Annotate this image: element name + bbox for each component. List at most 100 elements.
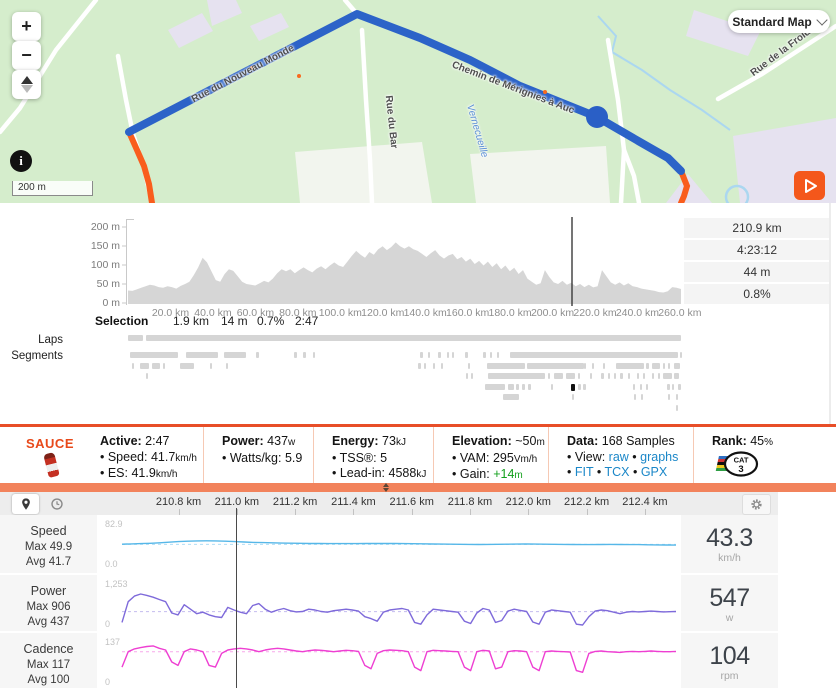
segment-bar[interactable] [551,383,553,390]
segment-bar[interactable] [490,352,492,358]
segment-bar[interactable] [634,394,636,400]
segment-bar[interactable] [667,383,670,390]
segment-bar[interactable] [566,373,575,379]
segment-bar[interactable] [465,352,468,358]
segment-bar[interactable] [497,352,499,358]
segment-bar[interactable] [672,383,674,390]
segment-bar[interactable] [510,352,678,358]
segment-bar[interactable] [130,352,178,358]
segment-bar[interactable] [583,383,586,390]
segment-bar[interactable] [678,383,681,390]
link-graphs[interactable]: graphs [640,449,679,464]
segment-bar[interactable] [303,352,306,358]
segment-bar[interactable] [163,362,165,369]
segment-bar[interactable] [628,373,630,379]
lap-bar[interactable] [128,335,143,341]
segment-bar[interactable] [680,352,682,358]
link-fit[interactable]: FIT [574,465,594,479]
time-mode-button[interactable] [43,494,70,514]
segment-bar[interactable] [614,373,616,379]
segment-bar[interactable] [646,383,648,390]
segment-bar[interactable] [548,373,550,379]
graph-settings-button[interactable] [742,494,771,515]
segment-bar[interactable] [313,352,315,358]
graph-sparkline[interactable]: 137 0 [97,633,681,688]
graph-sparkline[interactable]: 1,253 0 [97,575,681,633]
segment-bar[interactable] [652,362,660,369]
segment-bar[interactable] [652,373,654,379]
segment-bar[interactable] [452,352,454,358]
segment-bar[interactable] [420,352,423,358]
elevation-chart[interactable] [0,203,836,424]
playback-button[interactable] [794,171,825,200]
segment-bar[interactable] [210,362,212,369]
segment-bar[interactable] [674,373,679,379]
segment-bar[interactable] [516,383,519,390]
segment-bar[interactable] [441,362,443,369]
segment-bar[interactable] [146,373,148,379]
segment-bar[interactable] [592,362,594,369]
map-zoom-out-button[interactable]: − [12,41,41,70]
map-compass-button[interactable] [12,70,41,99]
segment-bar[interactable] [508,383,514,390]
segment-bar[interactable] [140,362,149,369]
segment-bar[interactable] [447,352,449,358]
segment-bar[interactable] [641,394,643,400]
segment-bar[interactable] [676,394,678,400]
segment-bar[interactable] [643,373,645,379]
segment-bar[interactable] [668,394,670,400]
segment-bar[interactable] [488,373,545,379]
segment-bar[interactable] [132,362,134,369]
segment-bar[interactable] [658,373,660,379]
segment-bar[interactable] [640,383,642,390]
segment-bar[interactable] [646,362,649,369]
link-gpx[interactable]: GPX [640,465,668,479]
route-map[interactable]: Rue du Nouveau Monde Chemin de Mérignies … [0,0,836,204]
segment-bar[interactable] [663,373,672,379]
map-zoom-in-button[interactable]: + [12,12,41,41]
segment-bar[interactable] [433,362,435,369]
segment-bar[interactable] [186,352,218,358]
segment-bar[interactable] [503,394,519,400]
segment-bar[interactable] [527,362,584,369]
segment-bar[interactable] [674,362,680,369]
segment-bar[interactable] [471,373,473,379]
segment-bar[interactable] [572,394,574,400]
segment-bar[interactable] [528,383,531,390]
segment-bar[interactable] [418,362,421,369]
segment-bar[interactable] [633,383,635,390]
segment-bar[interactable] [601,373,604,379]
lap-bar[interactable] [146,335,681,341]
link-tcx[interactable]: TCX [604,465,630,479]
panel-resize-handle[interactable] [0,483,836,492]
segment-bar[interactable] [578,383,581,390]
segment-bar[interactable] [256,352,259,358]
segment-bar[interactable] [485,383,505,390]
segment-bar[interactable] [603,362,605,369]
segment-bar[interactable] [294,352,297,358]
segment-bar[interactable] [226,362,228,369]
segment-bar[interactable] [663,362,665,369]
graph-sparkline[interactable]: 82.9 0.0 [97,515,681,573]
segment-bar[interactable] [668,362,670,369]
segment-bar[interactable] [487,362,525,369]
segment-bar[interactable] [522,383,525,390]
segment-bar[interactable] [483,352,486,358]
segment-bar[interactable] [468,362,470,369]
link-raw[interactable]: raw [608,449,629,464]
segment-bar[interactable] [608,373,610,379]
segment-bar[interactable] [676,404,678,411]
segment-bar[interactable] [424,362,426,369]
segment-bar[interactable] [637,373,639,379]
segment-bar[interactable] [578,373,580,379]
map-type-dropdown[interactable]: Standard Map [728,10,830,33]
segment-bar[interactable] [554,373,563,379]
segment-bar[interactable] [616,362,644,369]
segment-bar[interactable] [152,362,160,369]
segment-bar[interactable] [428,352,430,358]
distance-mode-button[interactable] [12,493,39,514]
segment-bar[interactable] [180,362,194,369]
segment-bar[interactable] [584,362,586,369]
segment-bar[interactable] [466,373,468,379]
map-attribution-info-icon[interactable]: i [10,150,32,172]
